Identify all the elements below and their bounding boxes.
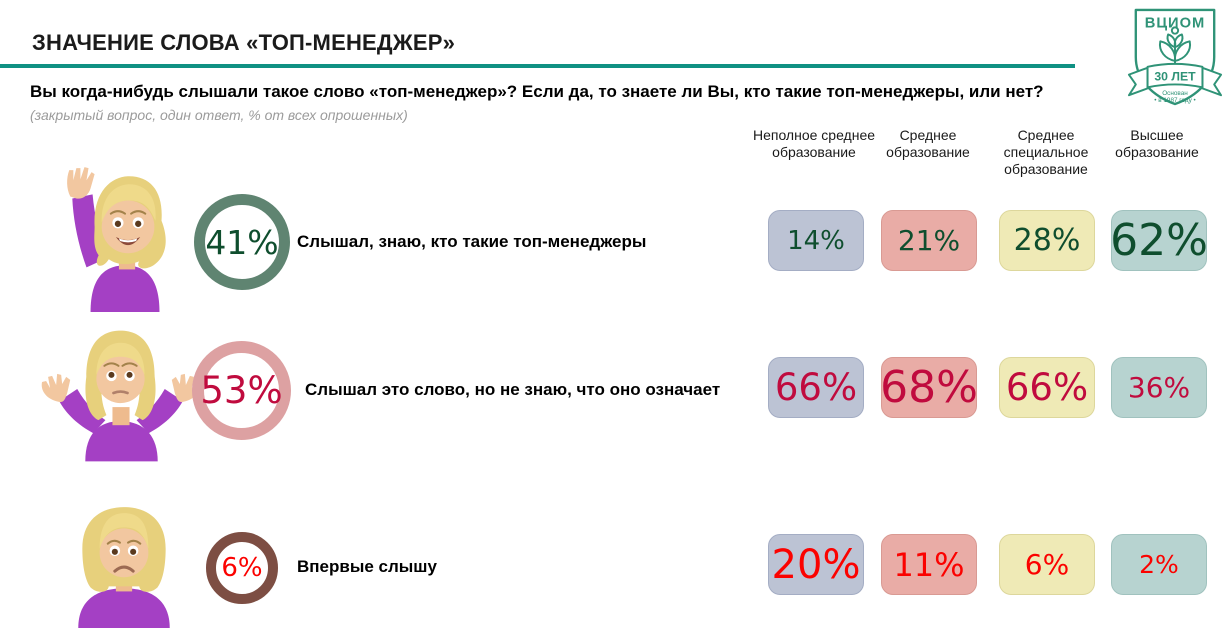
column-header-incomplete-secondary: Неполное среднее образование: [752, 127, 876, 160]
value-cell: 36%: [1111, 357, 1207, 418]
woman-raising-hand-icon: [58, 162, 190, 312]
cell-value: 28%: [1013, 223, 1081, 258]
page-title: ЗНАЧЕНИЕ СЛОВА «ТОП-МЕНЕДЖЕР»: [32, 30, 456, 55]
value-cell: 2%: [1111, 534, 1207, 595]
cell-value: 6%: [1024, 548, 1070, 581]
vciom-logo: ВЦИОМ 30 ЛЕТ Основан • в 1987 году •: [1126, 5, 1224, 109]
total-value: 53%: [200, 369, 283, 412]
title-divider: [0, 64, 1075, 68]
cell-value: 66%: [1005, 366, 1089, 409]
column-header-specialized-secondary: Среднее специальное образование: [1003, 127, 1089, 177]
total-ring-41: 41%: [194, 194, 290, 290]
logo-anniversary-text: 30 ЛЕТ: [1154, 70, 1196, 84]
logo-org-text: ВЦИОМ: [1145, 16, 1205, 32]
cell-value: 2%: [1139, 550, 1179, 579]
value-cell: 11%: [881, 534, 977, 595]
value-cell: 66%: [768, 357, 864, 418]
total-value: 41%: [205, 222, 279, 262]
value-cell: 28%: [999, 210, 1095, 271]
vciom-shield-icon: ВЦИОМ 30 ЛЕТ Основан • в 1987 году •: [1127, 8, 1223, 106]
survey-question-note: (закрытый вопрос, один ответ, % от всех …: [30, 107, 408, 123]
value-cell: 62%: [1110, 210, 1208, 271]
cell-value: 20%: [771, 541, 861, 588]
woman-shrugging-icon: [33, 320, 209, 462]
woman-frowning-icon: [62, 502, 186, 628]
column-header-secondary: Среднее образование: [886, 127, 970, 160]
column-header-higher: Высшее образование: [1115, 127, 1199, 160]
value-cell: 68%: [880, 357, 978, 418]
total-ring-53: 53%: [192, 341, 291, 440]
value-cell: 66%: [999, 357, 1095, 418]
answer-label: Слышал это слово, но не знаю, что оно оз…: [305, 380, 721, 399]
cell-value: 11%: [893, 545, 965, 584]
logo-founded-line1: Основан: [1162, 90, 1188, 97]
total-value: 6%: [221, 553, 263, 583]
cell-value: 62%: [1110, 215, 1208, 266]
logo-founded-line2: • в 1987 году •: [1154, 97, 1196, 104]
cell-value: 36%: [1127, 371, 1191, 404]
answer-label: Впервые слышу: [297, 557, 437, 576]
value-cell: 6%: [999, 534, 1095, 595]
value-cell: 21%: [881, 210, 977, 271]
value-cell: 20%: [768, 534, 864, 595]
cell-value: 66%: [774, 366, 858, 409]
total-ring-6: 6%: [206, 532, 278, 604]
answer-label: Слышал, знаю, кто такие топ-менеджеры: [297, 232, 647, 251]
cell-value: 21%: [897, 224, 961, 257]
value-cell: 14%: [768, 210, 864, 271]
cell-value: 68%: [880, 362, 978, 413]
cell-value: 14%: [787, 225, 845, 256]
survey-question: Вы когда-нибудь слышали такое слово «топ…: [30, 82, 1044, 101]
